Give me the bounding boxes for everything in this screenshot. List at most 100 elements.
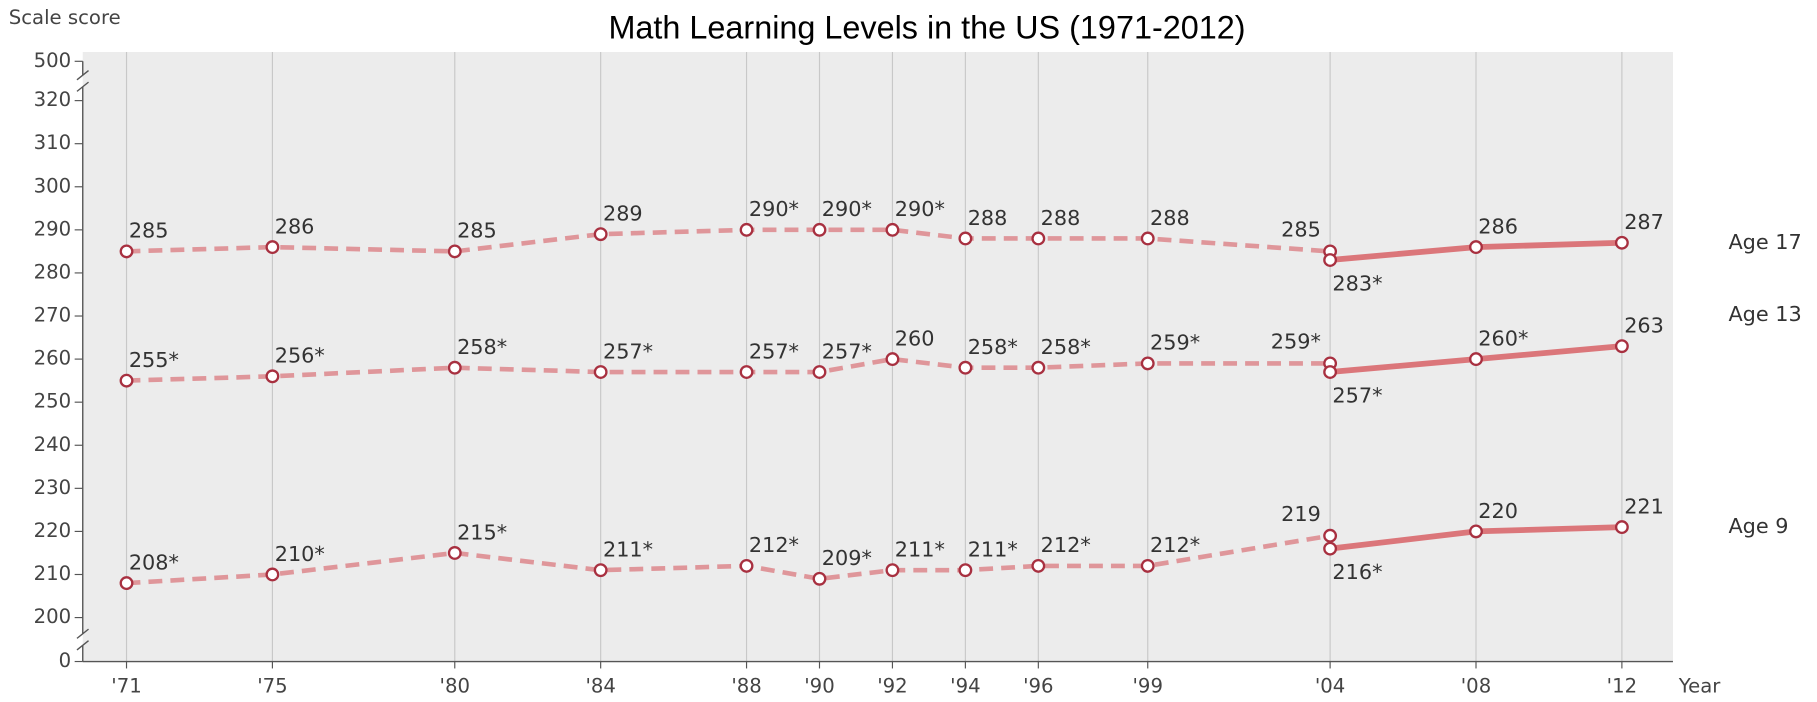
plot-background [82,52,1673,662]
y-tick-label: 500 [34,49,72,72]
value-label: 257* [1332,383,1382,407]
value-label: 290* [749,197,799,221]
series-label: Age 17 [1728,230,1801,254]
y-tick-label: 280 [34,260,72,283]
point [447,360,462,375]
x-tick-label: '80 [440,674,470,697]
y-tick-label: 290 [34,217,72,240]
y-tick-label: 210 [34,562,72,585]
point [812,222,827,237]
point [1140,558,1155,573]
value-label: 290* [822,197,872,221]
point [119,576,134,591]
point [1031,360,1046,375]
value-label: 286 [1478,214,1518,238]
point [1140,231,1155,246]
value-label: 219 [1281,502,1321,526]
point [739,558,754,573]
point [593,365,608,379]
point [812,571,827,586]
x-tick-label: '75 [257,674,287,697]
value-label: 255* [129,348,179,372]
point [447,244,462,259]
x-tick-label: '94 [950,674,980,697]
value-label: 209* [822,546,872,570]
point [265,567,280,582]
value-label: 260 [895,326,935,350]
point [885,563,900,578]
value-label: 211* [895,538,945,562]
y-tick-label: 0 [59,649,72,672]
axis-break [76,628,89,639]
point [958,360,973,375]
point [958,231,973,246]
y-tick-label: 260 [34,347,72,370]
axis-break [76,640,89,651]
value-label: 288 [968,206,1008,230]
series-line [126,533,1331,586]
point [1323,365,1338,379]
x-tick-label: '84 [585,674,615,697]
value-label: 257* [603,339,653,363]
point [1140,356,1155,371]
y-tick-label: 220 [34,519,72,542]
value-label: 263 [1624,314,1664,338]
y-tick-label: 240 [34,433,72,456]
value-label: 258* [968,335,1018,359]
point [1469,524,1483,539]
point [1323,528,1338,543]
axis-break [76,70,89,81]
point [119,244,134,259]
y-axis-label: Scale score [9,6,121,29]
x-tick-label: '96 [1023,674,1053,697]
point [739,365,754,379]
chart-title: Math Learning Levels in the US (1971-201… [608,10,1245,46]
y-tick-label: 300 [34,174,72,197]
point [1614,339,1629,354]
point [447,546,462,560]
y-tick-label: 250 [34,390,72,413]
y-tick-label: 310 [34,131,72,154]
point [1614,520,1629,535]
point [593,563,608,578]
x-tick-label: '04 [1315,674,1345,697]
value-label: 220 [1478,499,1518,523]
value-label: 290* [895,197,945,221]
x-tick-label: '90 [804,674,834,697]
x-tick-label: '99 [1133,674,1163,697]
x-tick-label: '08 [1461,674,1491,697]
value-label: 212* [1150,533,1200,557]
point [593,227,608,242]
x-tick-label: '71 [111,674,141,697]
axis-break [76,81,89,92]
value-label: 285 [1281,218,1321,242]
value-label: 258* [1041,335,1091,359]
point [1031,231,1046,246]
point [885,222,900,237]
value-label: 285 [129,219,169,243]
value-label: 288 [1041,206,1081,230]
value-label: 259* [1150,331,1200,355]
value-label: 257* [749,339,799,363]
value-label: 283* [1332,271,1382,295]
value-label: 216* [1332,560,1382,584]
value-label: 212* [1041,533,1091,557]
value-label: 211* [603,538,653,562]
value-label: 212* [749,533,799,557]
value-label: 287 [1624,210,1664,234]
value-label: 285 [457,219,497,243]
value-label: 258* [457,335,507,359]
point [265,240,280,255]
point [119,373,134,388]
value-label: 257* [822,339,872,363]
value-label: 289 [603,202,643,226]
y-tick-label: 200 [34,605,72,628]
series-label: Age 9 [1728,514,1788,538]
series-label: Age 13 [1728,302,1801,326]
value-label: 208* [129,550,179,574]
x-tick-label: '92 [877,674,907,697]
value-label: 259* [1271,330,1321,354]
point [1469,352,1483,367]
x-tick-label: '88 [731,674,761,697]
